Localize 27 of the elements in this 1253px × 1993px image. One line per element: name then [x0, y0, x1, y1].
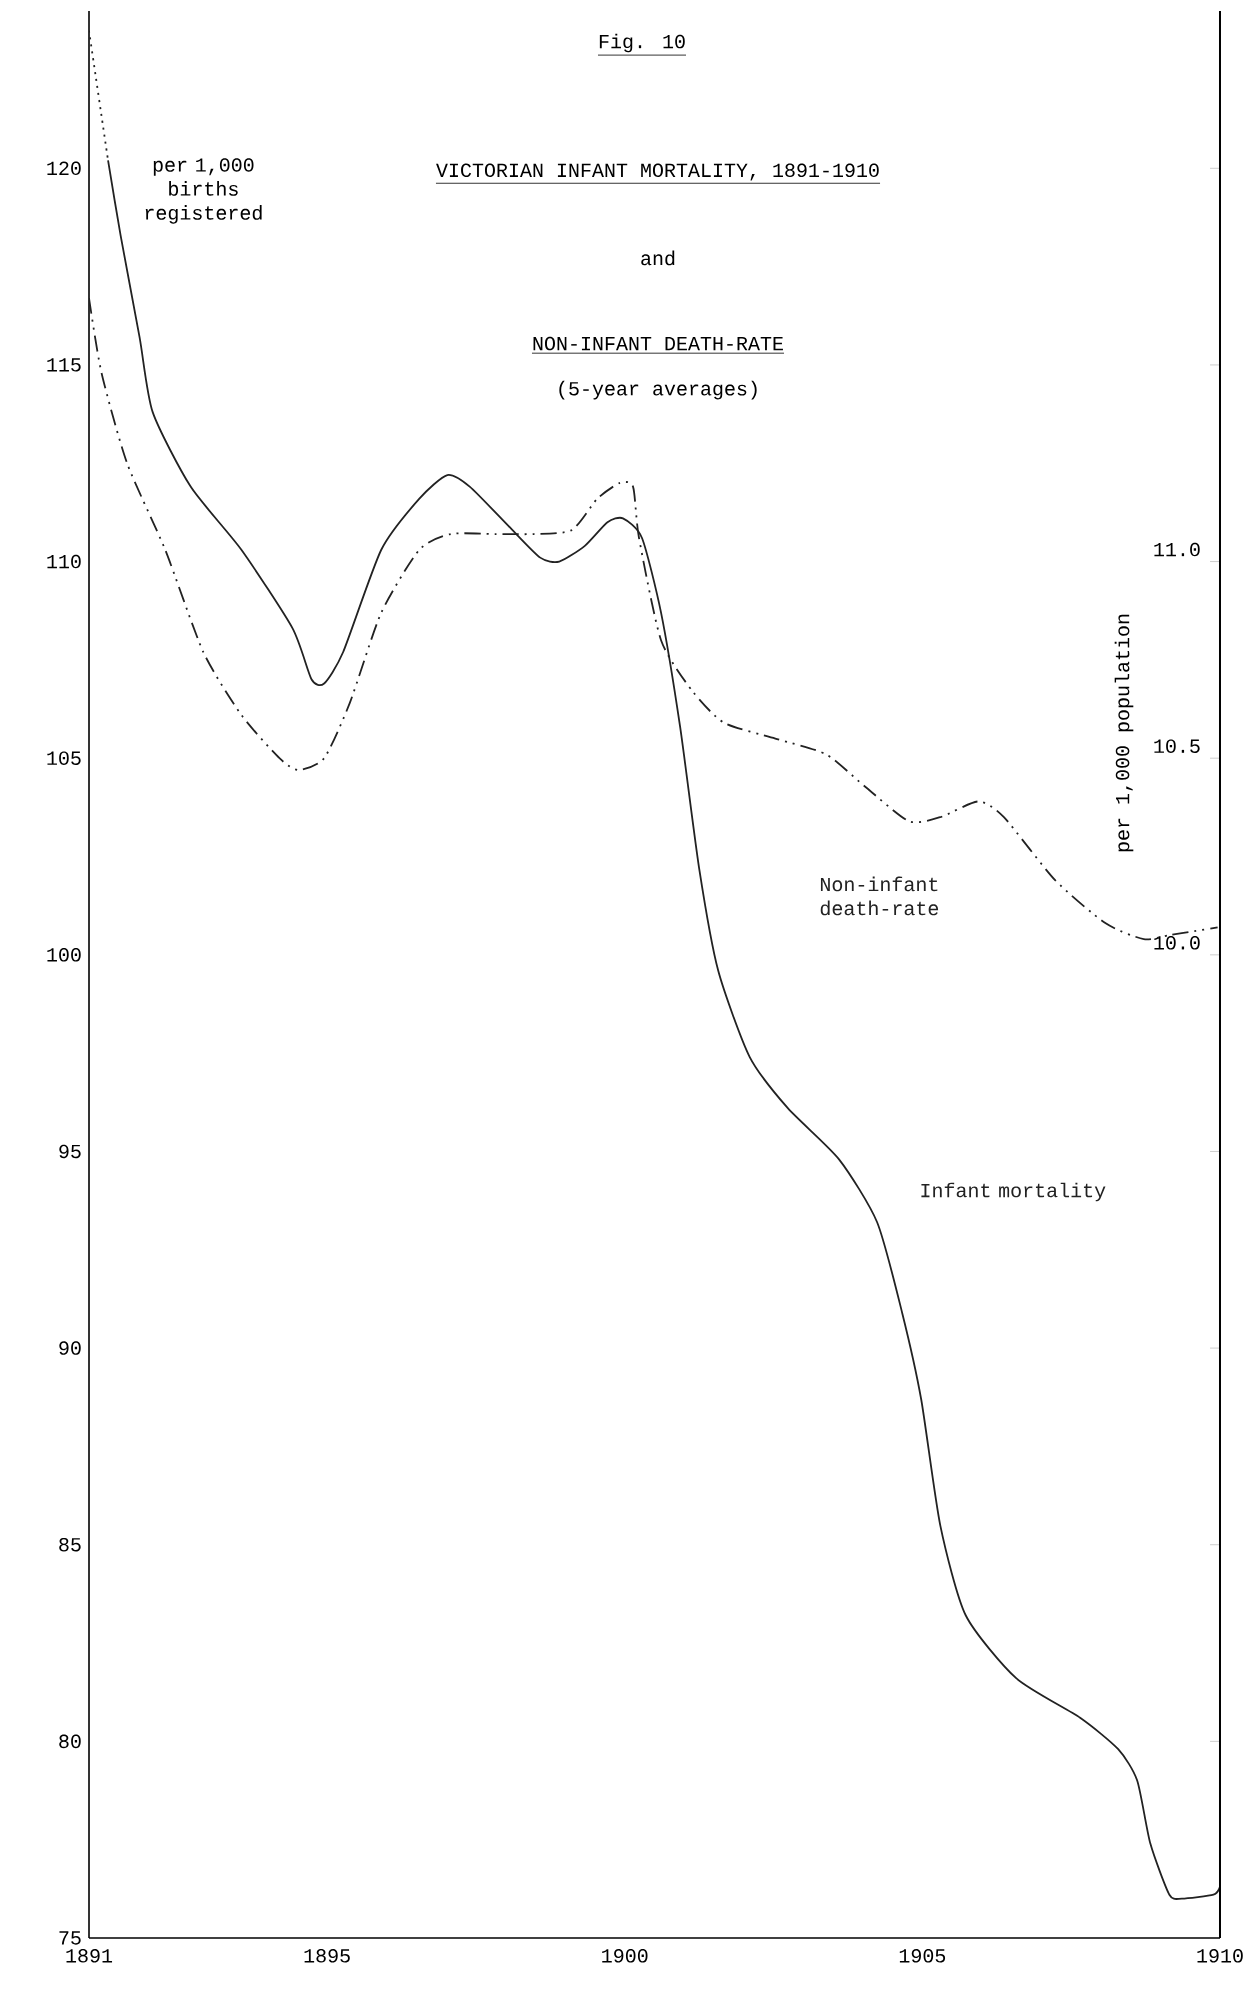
x-tick-label: 1905 — [899, 1949, 946, 1963]
y2-tick-label: 11.0 — [1154, 542, 1200, 557]
y-tick-label: 115 — [47, 358, 81, 372]
y-tick-label: 100 — [47, 948, 81, 962]
annotation: (5-year averages) — [559, 380, 757, 400]
y2-axis-title: per 1,000 population — [1114, 614, 1134, 852]
x-tick-label: 1891 — [66, 1949, 113, 1963]
y-tick-label: 75 — [59, 1931, 81, 1945]
y-tick-label: 85 — [59, 1537, 81, 1552]
x-tick-label: 1900 — [602, 1949, 648, 1963]
y-axis-title: per 1,000 births registered — [145, 158, 262, 224]
y-tick-label: 95 — [59, 1144, 81, 1159]
annotation: Fig. 10 — [599, 33, 685, 53]
y2-tick-label: 10.0 — [1154, 936, 1200, 950]
x-tick-label: 1895 — [304, 1949, 350, 1963]
text: VICTORIAN INFANT MORTALITY, 1891-1910 — [436, 163, 879, 181]
text: Non-infant death-rate — [820, 876, 939, 916]
annotation: NON-INFANT DEATH-RATE — [533, 336, 783, 351]
y-tick-label: 90 — [59, 1341, 81, 1355]
y-tick-label: 120 — [47, 161, 81, 176]
annotation: and — [641, 250, 675, 266]
y-tick-label: 80 — [59, 1734, 81, 1749]
y-tick-label: 105 — [47, 751, 81, 765]
y2-tick-label: 10.5 — [1154, 739, 1200, 753]
text: Infant mortality — [921, 1182, 1106, 1202]
x-tick-label: 1910 — [1197, 1949, 1243, 1963]
y-tick-label: 110 — [47, 554, 81, 569]
